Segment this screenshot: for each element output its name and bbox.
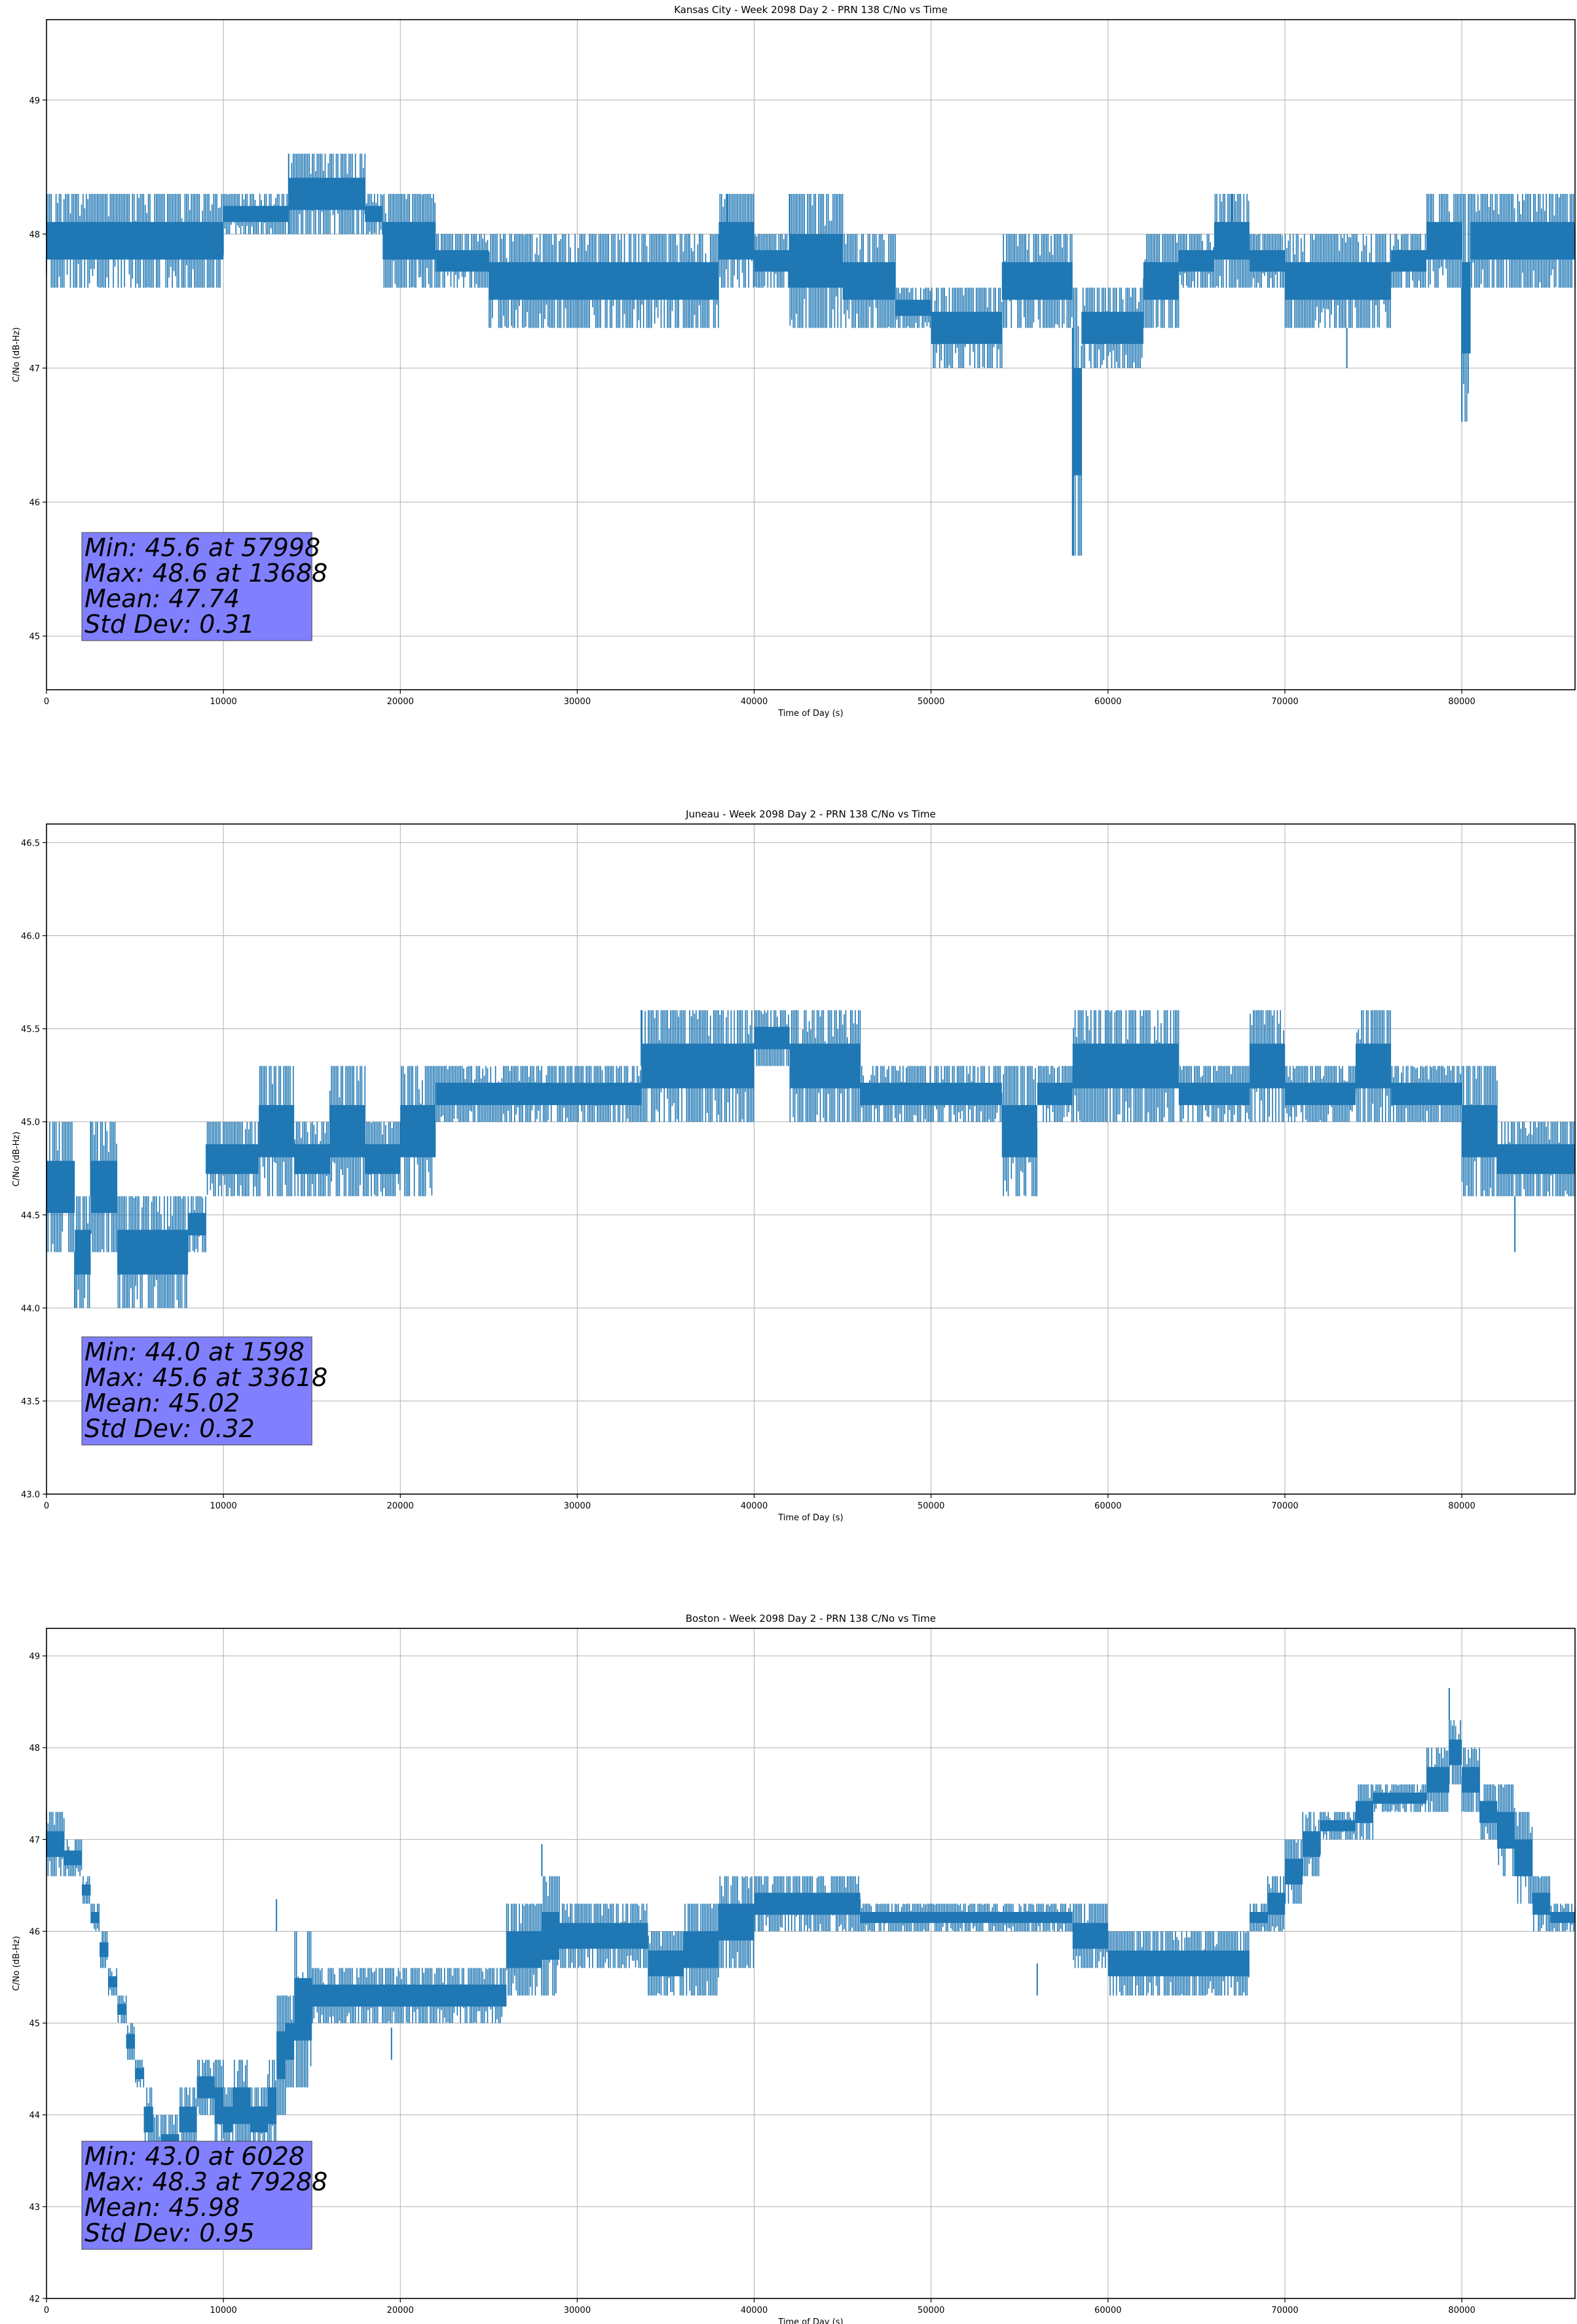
y-tick-label: 45.5 [21, 1025, 40, 1035]
chart-panel-kansas-city: 0 10000 20000 30000 40000 50000 60000 70000 8000… [12, 4, 1576, 719]
y-axis-label: C/No (dB-Hz) [12, 1132, 22, 1187]
y-tick-label: 43.0 [21, 1490, 40, 1500]
x-tick-label: 40000 [741, 697, 768, 707]
x-tick-label: 80000 [1448, 1501, 1475, 1511]
chart-panel-boston: 0 10000 20000 30000 40000 50000 60000 70000 8000… [12, 1613, 1576, 2324]
x-tick-label: 20000 [387, 697, 414, 707]
stat-std-dev: Std Dev: 0.95 [84, 2219, 255, 2247]
y-tick-label: 47 [29, 1835, 40, 1845]
y-tick-label: 45.0 [21, 1118, 40, 1128]
x-tick-label: 60000 [1094, 2306, 1121, 2315]
plot-frame [46, 19, 1576, 690]
stat-mean: Mean: 45.98 [84, 2193, 240, 2222]
y-tick-label: 48 [29, 230, 40, 240]
y-tick-label: 44.5 [21, 1211, 40, 1221]
x-tick-label: 30000 [564, 1501, 591, 1511]
x-tick-label: 0 [44, 2306, 49, 2315]
plot-frame [46, 1628, 1576, 2299]
stat-mean: Mean: 45.02 [84, 1389, 240, 1417]
x-tick-label: 60000 [1094, 1501, 1121, 1511]
x-tick-label: 10000 [210, 1501, 236, 1511]
x-tick-label: 10000 [210, 2306, 236, 2315]
plot-frame [46, 823, 1576, 1495]
x-tick-label: 30000 [564, 2306, 591, 2315]
y-tick-label: 43 [29, 2203, 40, 2213]
x-tick-label: 70000 [1271, 697, 1298, 707]
x-tick-label: 10000 [210, 697, 236, 707]
stat-min: Min: 45.6 at 57998 [84, 533, 320, 562]
x-tick-label: 20000 [387, 1501, 414, 1511]
x-axis-label: Time of Day (s) [777, 1513, 843, 1523]
y-tick-label: 45 [29, 632, 40, 642]
y-axis-ticks: 43.0 43.5 44.0 44.5 45.0 45.5 46.0 46.5 [21, 838, 46, 1500]
y-axis-label: C/No (dB-Hz) [12, 1936, 22, 1991]
y-axis-label: C/No (dB-Hz) [12, 328, 22, 383]
series-cno [46, 153, 1576, 556]
x-tick-label: 50000 [918, 697, 944, 707]
x-tick-label: 0 [44, 1501, 49, 1511]
y-tick-label: 47 [29, 364, 40, 374]
y-tick-label: 44.0 [21, 1304, 40, 1314]
x-tick-label: 50000 [918, 1501, 944, 1511]
stat-min: Min: 43.0 at 6028 [84, 2142, 305, 2171]
y-tick-label: 42 [29, 2295, 40, 2304]
x-tick-label: 20000 [387, 2306, 414, 2315]
x-tick-label: 30000 [564, 697, 591, 707]
stat-std-dev: Std Dev: 0.31 [84, 610, 255, 639]
x-tick-label: 70000 [1271, 1501, 1298, 1511]
chart-panel-juneau: 0 10000 20000 30000 40000 50000 60000 70000 8000… [12, 808, 1576, 1523]
y-tick-label: 44 [29, 2111, 40, 2121]
x-axis-ticks: 0 10000 20000 30000 40000 50000 60000 70000 8000… [44, 690, 1475, 707]
stat-max: Max: 45.6 at 33618 [84, 1363, 327, 1392]
x-tick-label: 40000 [741, 2306, 768, 2315]
stats-annotation-box: Min: 44.0 at 1598 Max: 45.6 at 33618 Mea… [81, 1336, 327, 1446]
x-tick-label: 50000 [918, 2306, 944, 2315]
x-axis-label: Time of Day (s) [777, 2317, 843, 2324]
x-axis-ticks: 0 10000 20000 30000 40000 50000 60000 70000 8000… [44, 1494, 1475, 1511]
stat-min: Min: 44.0 at 1598 [84, 1338, 305, 1366]
y-tick-label: 46.5 [21, 838, 40, 848]
stats-annotation-box: Min: 43.0 at 6028 Max: 48.3 at 79288 Mea… [81, 2141, 327, 2250]
x-tick-label: 60000 [1094, 697, 1121, 707]
chart-title: Juneau - Week 2098 Day 2 - PRN 138 C/No … [685, 808, 936, 820]
y-tick-label: 43.5 [21, 1397, 40, 1407]
y-tick-label: 49 [29, 96, 40, 106]
stat-max: Max: 48.6 at 13688 [84, 559, 327, 588]
grid [46, 20, 1575, 690]
x-tick-label: 80000 [1448, 697, 1475, 707]
stats-box-background [81, 2141, 312, 2250]
series-band [46, 178, 1575, 476]
stat-max: Max: 48.3 at 79288 [84, 2167, 327, 2196]
series-band [46, 1026, 1575, 1275]
chart-title: Kansas City - Week 2098 Day 2 - PRN 138 … [674, 4, 948, 16]
y-tick-label: 46 [29, 1927, 40, 1937]
x-tick-label: 70000 [1271, 2306, 1298, 2315]
y-tick-label: 46.0 [21, 932, 40, 942]
y-tick-label: 48 [29, 1744, 40, 1753]
y-axis-ticks: 42 43 44 45 46 47 48 49 [29, 1652, 46, 2304]
x-axis-label: Time of Day (s) [777, 709, 843, 719]
stats-box-background [81, 532, 312, 641]
x-tick-label: 80000 [1448, 2306, 1475, 2315]
y-tick-label: 49 [29, 1652, 40, 1662]
y-tick-label: 46 [29, 498, 40, 508]
x-tick-label: 0 [44, 697, 49, 707]
stat-mean: Mean: 47.74 [84, 584, 240, 613]
stats-box-background [81, 1336, 312, 1446]
stats-annotation-box: Min: 45.6 at 57998 Max: 48.6 at 13688 Me… [81, 532, 327, 641]
x-tick-label: 40000 [741, 1501, 768, 1511]
x-axis-ticks: 0 10000 20000 30000 40000 50000 60000 70000 8000… [44, 2298, 1475, 2315]
stat-std-dev: Std Dev: 0.32 [84, 1414, 255, 1443]
y-tick-label: 45 [29, 2019, 40, 2029]
y-axis-ticks: 45 46 47 48 49 [29, 96, 46, 642]
chart-title: Boston - Week 2098 Day 2 - PRN 138 C/No … [686, 1613, 936, 1624]
